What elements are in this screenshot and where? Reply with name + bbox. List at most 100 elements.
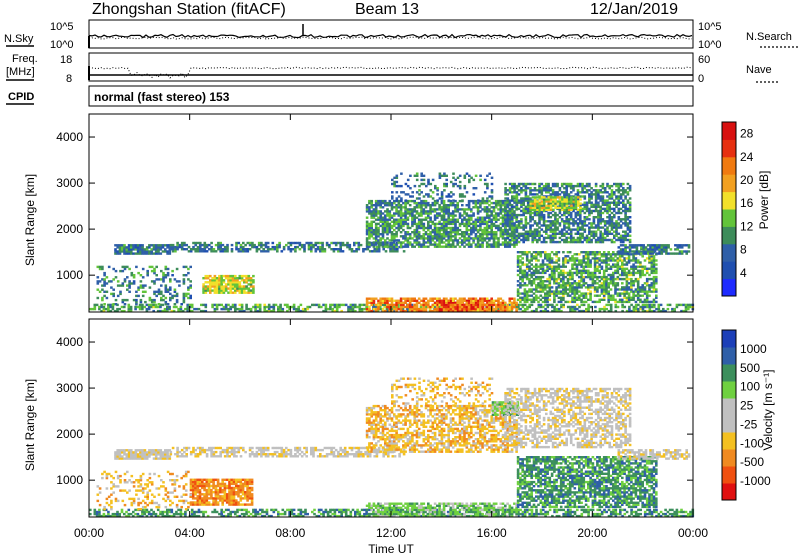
heatmap-cell <box>451 235 455 238</box>
heatmap-cell <box>525 275 529 279</box>
heatmap-cell <box>427 301 430 304</box>
heatmap-cell <box>485 245 489 248</box>
heatmap-cell <box>148 286 152 289</box>
heatmap-cell <box>461 235 464 238</box>
heatmap-cell <box>402 303 405 307</box>
heatmap-cell <box>411 231 414 234</box>
heatmap-cell <box>470 214 473 217</box>
heatmap-cell <box>211 285 214 288</box>
heatmap-cell <box>594 309 597 313</box>
heatmap-cell <box>519 255 522 258</box>
heatmap-cell <box>523 284 527 287</box>
heatmap-cell <box>436 193 439 196</box>
heatmap-cell <box>458 299 462 302</box>
heatmap-cell <box>506 303 509 307</box>
heatmap-cell <box>370 210 373 213</box>
heatmap-cell <box>598 286 601 289</box>
heatmap-cell <box>150 305 153 309</box>
heatmap-cell <box>238 287 242 290</box>
heatmap-cell <box>581 191 584 194</box>
heatmap-cell <box>145 309 149 313</box>
heatmap-cell <box>402 201 405 205</box>
heatmap-cell <box>417 220 421 223</box>
heatmap-cell <box>553 265 556 268</box>
heatmap-cell <box>174 250 177 253</box>
heatmap-cell <box>486 187 489 190</box>
heatmap-cell <box>557 257 561 260</box>
heatmap-cell <box>594 305 597 309</box>
heatmap-cell <box>617 238 621 242</box>
heatmap-cell <box>483 233 487 236</box>
heatmap-cell <box>420 218 423 221</box>
heatmap-cell <box>516 251 520 254</box>
heatmap-cell <box>528 280 531 283</box>
heatmap-cell <box>203 250 207 253</box>
heatmap-cell <box>154 248 158 251</box>
heatmap-cell <box>525 257 529 260</box>
heatmap-cell <box>485 199 489 203</box>
heatmap-cell <box>422 301 426 304</box>
heatmap-cell <box>565 216 568 219</box>
heatmap-cell <box>374 199 378 203</box>
heatmap-cell <box>599 236 602 240</box>
heatmap-cell <box>388 212 392 215</box>
heatmap-cell <box>492 299 496 302</box>
heatmap-cell <box>424 206 428 209</box>
heatmap-cell <box>575 298 579 301</box>
heatmap-cell <box>598 257 601 260</box>
heatmap-cell <box>653 303 656 307</box>
heatmap-cell <box>321 241 324 245</box>
heatmap-cell <box>596 288 599 291</box>
heatmap-cell <box>492 231 496 234</box>
heatmap-cell <box>524 211 528 215</box>
heatmap-cell <box>399 235 403 238</box>
heatmap-cell <box>451 243 455 246</box>
heatmap-cell <box>508 297 512 300</box>
heatmap-cell <box>614 309 618 313</box>
heatmap-cell <box>461 233 464 236</box>
heatmap-cell <box>497 243 500 246</box>
heatmap-cell <box>217 241 220 245</box>
heatmap-cell <box>388 218 392 221</box>
heatmap-cell <box>224 274 228 278</box>
heatmap-cell <box>599 240 602 244</box>
heatmap-cell <box>353 250 356 253</box>
heatmap-cell <box>550 275 554 279</box>
heatmap-cell <box>650 305 654 309</box>
heatmap-cell <box>458 309 462 313</box>
heatmap-cell <box>479 239 482 242</box>
heatmap-cell <box>582 300 586 304</box>
heatmap-cell <box>386 303 389 307</box>
heatmap-cell <box>384 228 387 232</box>
heatmap-cell <box>307 243 311 247</box>
heatmap-cell <box>572 224 575 227</box>
heatmap-cell <box>562 294 565 297</box>
heatmap-cell <box>566 280 570 283</box>
heatmap-cell <box>415 206 419 209</box>
heatmap-cell <box>440 226 444 230</box>
heatmap-cell <box>377 303 380 307</box>
heatmap-cell <box>168 250 172 253</box>
heatmap-cell <box>461 307 464 311</box>
heatmap-cell <box>515 238 519 242</box>
heatmap-cell <box>485 235 489 238</box>
heatmap-cell <box>571 277 574 281</box>
heatmap-cell <box>580 303 584 307</box>
heatmap-cell <box>504 230 507 233</box>
heatmap-cell <box>139 300 143 304</box>
heatmap-cell <box>566 255 570 258</box>
heatmap-cell <box>323 250 327 253</box>
heatmap-cell <box>576 228 580 231</box>
heatmap-cell <box>545 226 548 229</box>
heatmap-cell <box>559 280 563 283</box>
heatmap-cell <box>429 299 432 302</box>
heatmap-cell <box>98 265 102 269</box>
heatmap-cell <box>445 233 448 236</box>
heatmap-cell <box>166 244 169 247</box>
heatmap-cell <box>555 251 558 254</box>
heatmap-cell <box>541 290 545 293</box>
heatmap-cell <box>554 218 557 221</box>
heatmap-cell <box>545 191 548 194</box>
heatmap-cell <box>594 182 598 186</box>
heatmap-cell <box>641 309 645 313</box>
